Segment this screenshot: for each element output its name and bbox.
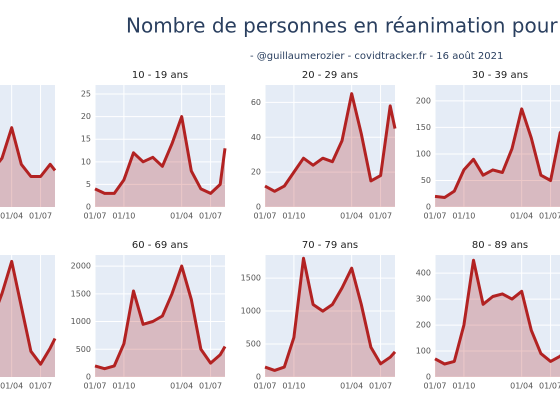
x-tick-label: 01/07 xyxy=(539,382,560,391)
line xyxy=(434,107,560,199)
x-tick-label: 01/07 xyxy=(369,212,392,221)
panel-title: 80 - 89 ans xyxy=(472,240,528,251)
y-tick-label: 5 xyxy=(86,180,91,189)
panel-title: 20 - 29 ans xyxy=(302,70,358,81)
y-tick-label: 0 xyxy=(256,373,261,382)
y-tick-label: 1500 xyxy=(241,274,261,283)
y-tick-label: 400 xyxy=(416,269,431,278)
y-tick-label: 300 xyxy=(416,295,431,304)
chart-title: Nombre de personnes en réanimation pour … xyxy=(126,14,560,38)
x-tick-label: 01/07 xyxy=(83,382,106,391)
y-tick-label: 1500 xyxy=(71,289,91,298)
x-tick-label: 01/07 xyxy=(369,382,392,391)
line xyxy=(434,258,560,366)
panel-title: 30 - 39 ans xyxy=(472,70,528,81)
plot-background xyxy=(95,85,225,207)
y-tick-label: 0 xyxy=(426,203,431,212)
area-fill xyxy=(265,93,395,207)
y-tick-label: 25 xyxy=(81,90,91,99)
x-tick-label: 01/07 xyxy=(423,212,446,221)
chart-subtitle: - @guillaumerozier - covidtracker.fr - 1… xyxy=(250,50,503,62)
y-tick-label: 15 xyxy=(81,135,91,144)
y-tick-label: 0 xyxy=(256,203,261,212)
panel-title: 60 - 69 ans xyxy=(132,240,188,251)
x-tick-label: 01/07 xyxy=(253,212,276,221)
x-tick-label: 01/07 xyxy=(83,212,106,221)
area-fill xyxy=(95,116,225,207)
x-tick-label: 01/10 xyxy=(282,382,305,391)
plot-background xyxy=(265,85,395,207)
x-tick-label: 01/04 xyxy=(0,212,23,221)
y-tick-label: 40 xyxy=(251,133,261,142)
y-tick-label: 20 xyxy=(251,168,261,177)
line xyxy=(94,115,227,195)
area-fill xyxy=(435,260,560,377)
x-tick-label: 01/04 xyxy=(170,212,193,221)
x-tick-label: 01/04 xyxy=(510,212,533,221)
x-tick-label: 01/10 xyxy=(452,212,475,221)
y-tick-label: 10 xyxy=(81,157,91,166)
y-tick-label: 1000 xyxy=(241,307,261,316)
x-tick-label: 01/07 xyxy=(253,382,276,391)
y-tick-label: 500 xyxy=(246,340,261,349)
x-tick-label: 01/07 xyxy=(29,212,52,221)
plot-background xyxy=(0,85,55,207)
y-tick-label: 0 xyxy=(86,373,91,382)
line xyxy=(94,264,227,371)
x-tick-label: 01/07 xyxy=(423,382,446,391)
line xyxy=(264,92,397,193)
y-tick-label: 0 xyxy=(86,203,91,212)
x-tick-label: 01/04 xyxy=(340,382,363,391)
y-tick-label: 2000 xyxy=(71,262,91,271)
x-tick-label: 01/07 xyxy=(199,212,222,221)
x-tick-label: 01/04 xyxy=(170,382,193,391)
line xyxy=(0,126,57,178)
y-tick-label: 50 xyxy=(421,176,431,185)
panel-title: 10 - 19 ans xyxy=(132,70,188,81)
y-tick-label: 100 xyxy=(416,347,431,356)
area-fill xyxy=(0,261,55,377)
x-tick-label: 01/07 xyxy=(29,382,52,391)
y-tick-label: 500 xyxy=(76,345,91,354)
y-tick-label: 200 xyxy=(416,96,431,105)
area-fill xyxy=(95,266,225,377)
y-tick-label: 20 xyxy=(81,112,91,121)
y-tick-label: 1000 xyxy=(71,317,91,326)
x-tick-label: 01/10 xyxy=(112,212,135,221)
x-tick-label: 01/10 xyxy=(112,382,135,391)
x-tick-label: 01/04 xyxy=(340,212,363,221)
y-tick-label: 200 xyxy=(416,321,431,330)
x-tick-label: 01/04 xyxy=(510,382,533,391)
line xyxy=(264,256,397,372)
area-fill xyxy=(265,258,395,377)
x-tick-label: 01/07 xyxy=(199,382,222,391)
y-tick-label: 150 xyxy=(416,123,431,132)
x-tick-label: 01/10 xyxy=(452,382,475,391)
panel-title: 70 - 79 ans xyxy=(302,240,358,251)
y-tick-label: 60 xyxy=(251,98,261,107)
y-tick-label: 0 xyxy=(426,373,431,382)
area-fill xyxy=(0,127,55,207)
line xyxy=(0,259,57,366)
y-tick-label: 100 xyxy=(416,149,431,158)
x-tick-label: 01/10 xyxy=(282,212,305,221)
x-tick-label: 01/07 xyxy=(539,212,560,221)
x-tick-label: 01/04 xyxy=(0,382,23,391)
